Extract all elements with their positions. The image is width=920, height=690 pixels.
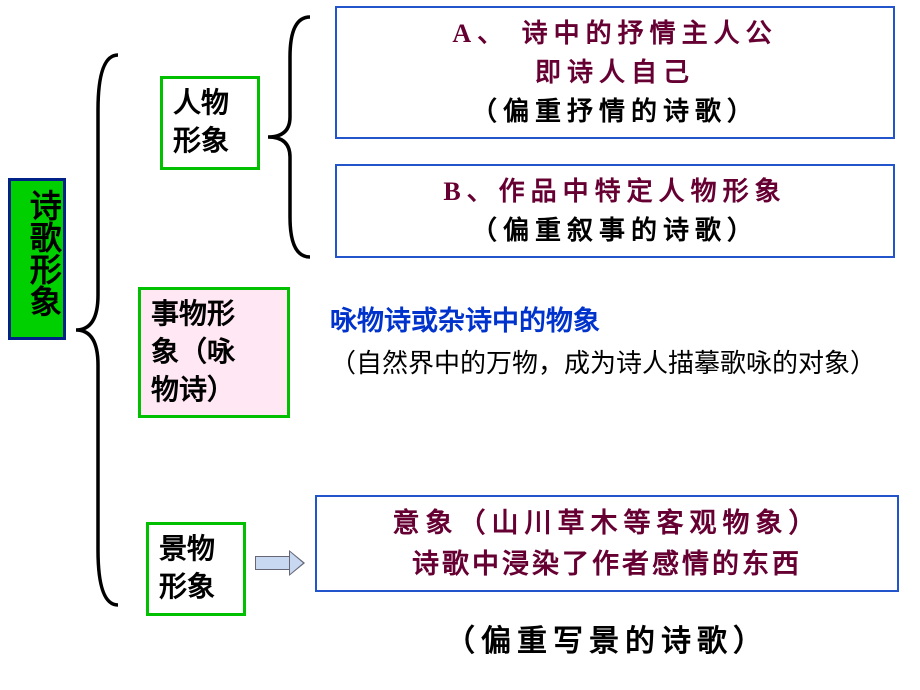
cat1-label: 人物 形象 (173, 88, 229, 157)
box1a-line2: 即诗人自己 (347, 53, 883, 92)
box1a-line3: （偏重抒情的诗歌） (347, 92, 883, 131)
cat3-label: 景物 形象 (159, 534, 215, 603)
arrow-icon (255, 550, 305, 576)
box1b-line2: （偏重叙事的诗歌） (347, 211, 883, 250)
cat2-label: 事物形 象（咏 物诗） (151, 299, 235, 406)
desc-box-1b: B、作品中特定人物形象 （偏重叙事的诗歌） (335, 164, 895, 258)
box3-line3-wrap: （偏重写景的诗歌） (315, 618, 899, 666)
desc-box-1a: A、 诗中的抒情主人公 即诗人自己 （偏重抒情的诗歌） (335, 6, 895, 139)
category-object-box: 事物形 象（咏 物诗） (138, 287, 290, 418)
category-people-box: 人物 形象 (160, 76, 260, 170)
box3-line1: 意象（山川草木等客观物象） (327, 503, 887, 544)
desc-box-2: 咏物诗或杂诗中的物象 （自然界中的万物，成为诗人描摹歌咏的对象） (330, 300, 900, 385)
root-brace-icon (68, 50, 128, 610)
cat1-brace-icon (262, 12, 317, 262)
box3-line3: （偏重写景的诗歌） (445, 625, 769, 658)
box2-line2: （自然界中的万物，成为诗人描摹歌咏的对象） (330, 343, 900, 385)
category-scene-box: 景物 形象 (146, 522, 246, 616)
box1a-line1: A、 诗中的抒情主人公 (347, 14, 883, 53)
root-title: 诗歌形象 (21, 189, 66, 317)
root-concept-box: 诗歌形象 (8, 178, 66, 340)
box1b-line1: B、作品中特定人物形象 (347, 172, 883, 211)
box2-line1: 咏物诗或杂诗中的物象 (330, 300, 900, 343)
box3-line2: 诗歌中浸染了作者感情的东西 (327, 544, 887, 585)
desc-box-3: 意象（山川草木等客观物象） 诗歌中浸染了作者感情的东西 (315, 495, 899, 592)
